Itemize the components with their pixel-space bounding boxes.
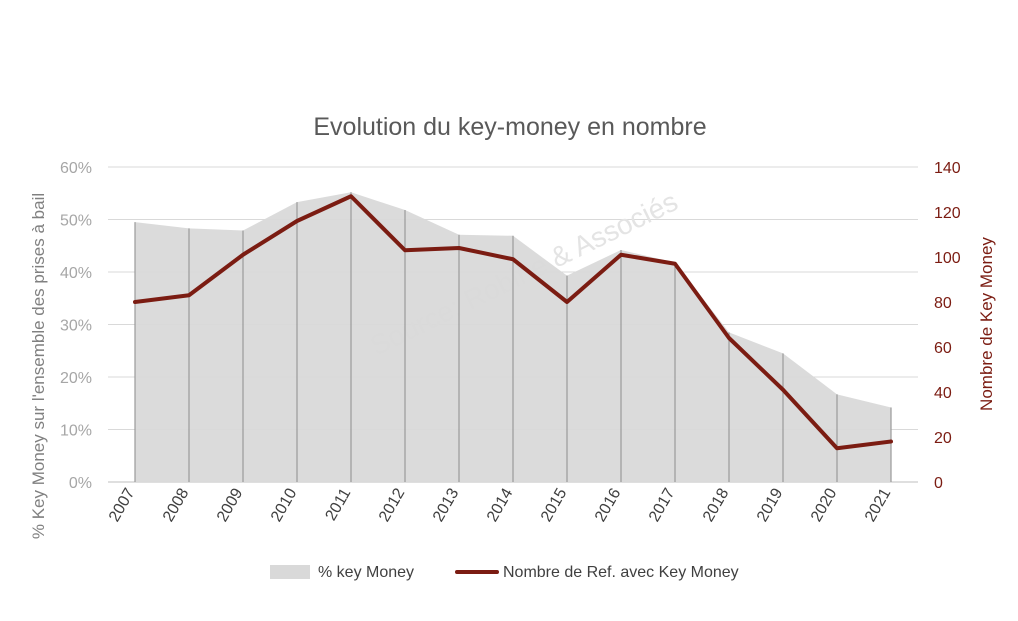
x-tick-label: 2012 <box>376 485 409 524</box>
y-left-tick-label: 60% <box>60 160 92 177</box>
x-tick-label: 2010 <box>268 485 301 524</box>
x-tick-label: 2013 <box>430 485 463 524</box>
x-axis-ticks: 2007 2008 2009 2010 2011 2012 2013 2014 2015 2016… <box>106 485 895 524</box>
legend-area-swatch <box>270 565 310 579</box>
y-right-tick-label: 140 <box>934 160 961 177</box>
left-axis-ticks: 0% 10% 20% 30% 40% 50% 60% <box>60 160 92 492</box>
y-axis-right-label: Nombre de Key Money <box>977 237 996 411</box>
x-tick-label: 2014 <box>484 485 517 524</box>
x-tick-label: 2020 <box>808 485 841 524</box>
x-tick-label: 2009 <box>214 485 247 524</box>
y-right-tick-label: 0 <box>934 475 943 492</box>
drop-lines-group <box>134 192 892 482</box>
x-tick-label: 2011 <box>323 485 355 523</box>
y-right-tick-label: 20 <box>934 430 952 447</box>
legend: % key Money Nombre de Ref. avec Key Mone… <box>270 564 739 581</box>
y-right-tick-label: 60 <box>934 340 952 357</box>
y-right-tick-label: 80 <box>934 295 952 312</box>
y-right-tick-label: 120 <box>934 205 961 222</box>
legend-line-label: Nombre de Ref. avec Key Money <box>503 564 739 581</box>
x-tick-label: 2007 <box>106 485 139 524</box>
y-axis-left-label: % Key Money sur l'ensemble des prises à … <box>29 193 48 539</box>
y-left-tick-label: 10% <box>60 423 92 440</box>
y-left-tick-label: 40% <box>60 265 92 282</box>
x-tick-label: 2016 <box>592 485 625 524</box>
x-tick-label: 2015 <box>538 485 571 524</box>
x-tick-label: 2018 <box>700 485 733 524</box>
legend-area-label: % key Money <box>318 564 414 581</box>
line-series-nombre-ref <box>133 194 893 451</box>
y-left-tick-label: 20% <box>60 370 92 387</box>
x-tick-label: 2008 <box>160 485 193 524</box>
chart-title: Evolution du key-money en nombre <box>313 113 706 141</box>
y-left-tick-label: 30% <box>60 318 92 335</box>
y-left-tick-label: 0% <box>69 475 92 492</box>
y-left-tick-label: 50% <box>60 213 92 230</box>
x-tick-label: 2017 <box>646 485 679 524</box>
y-right-tick-label: 100 <box>934 250 961 267</box>
y-right-tick-label: 40 <box>934 385 952 402</box>
x-tick-label: 2021 <box>862 485 895 524</box>
x-tick-label: 2019 <box>754 485 787 524</box>
right-axis-ticks: 0 20 40 60 80 100 120 140 <box>934 160 961 492</box>
line-series-group <box>133 194 893 451</box>
